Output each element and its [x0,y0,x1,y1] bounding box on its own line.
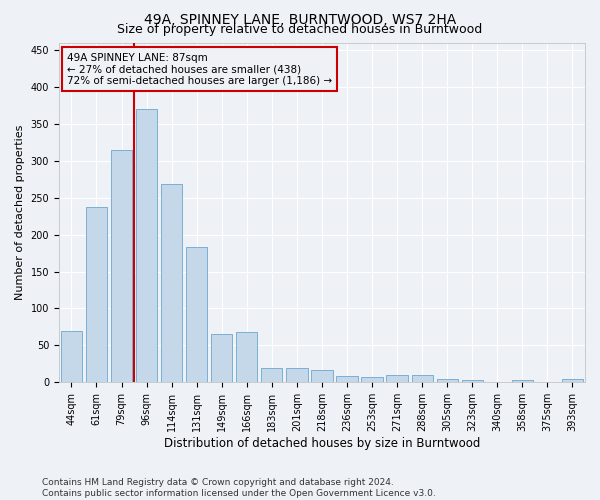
X-axis label: Distribution of detached houses by size in Burntwood: Distribution of detached houses by size … [164,437,480,450]
Bar [437,380,458,382]
Bar [311,370,332,382]
Bar [186,247,208,382]
Bar [461,380,483,382]
Bar [361,377,383,382]
Bar [562,380,583,382]
Y-axis label: Number of detached properties: Number of detached properties [15,124,25,300]
Bar [86,208,107,382]
Bar [236,332,257,382]
Bar [211,334,232,382]
Bar [512,380,533,382]
Text: Size of property relative to detached houses in Burntwood: Size of property relative to detached ho… [118,22,482,36]
Bar [161,184,182,382]
Bar [412,375,433,382]
Bar [261,368,283,382]
Bar [386,375,408,382]
Bar [61,330,82,382]
Bar [111,150,132,382]
Bar [286,368,308,382]
Text: 49A SPINNEY LANE: 87sqm
← 27% of detached houses are smaller (438)
72% of semi-d: 49A SPINNEY LANE: 87sqm ← 27% of detache… [67,52,332,86]
Text: Contains HM Land Registry data © Crown copyright and database right 2024.
Contai: Contains HM Land Registry data © Crown c… [42,478,436,498]
Text: 49A, SPINNEY LANE, BURNTWOOD, WS7 2HA: 49A, SPINNEY LANE, BURNTWOOD, WS7 2HA [144,12,456,26]
Bar [337,376,358,382]
Bar [136,109,157,382]
